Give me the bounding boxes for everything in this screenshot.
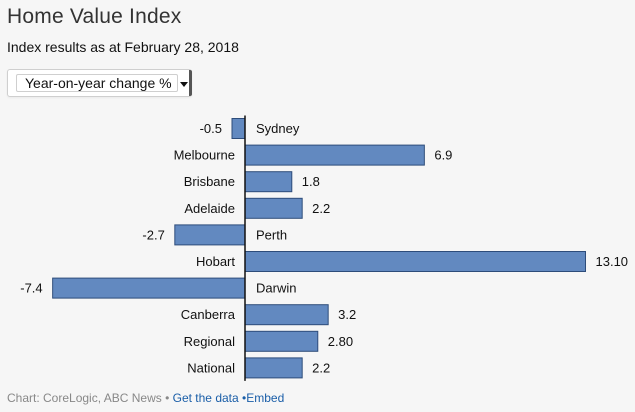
bar-adelaide <box>244 197 303 219</box>
dropdown-edge <box>189 70 192 96</box>
bar-brisbane <box>244 171 293 193</box>
chart-subtitle: Index results as at February 28, 2018 <box>7 39 239 55</box>
category-label: Perth <box>256 227 287 242</box>
value-label: 1.8 <box>302 174 320 189</box>
value-label: 6.9 <box>434 148 452 163</box>
labels-layer: Sydney -0.5 Melbourne 6.9 Brisbane 1.8 Adelaid… <box>20 121 628 375</box>
bar-regional <box>244 330 319 352</box>
footer-separator: • <box>165 391 170 405</box>
value-label: -7.4 <box>20 281 42 296</box>
category-label: Melbourne <box>174 148 235 163</box>
value-label: 3.2 <box>338 307 356 322</box>
category-label: Canberra <box>181 307 236 322</box>
bar-hobart <box>244 251 586 272</box>
measure-dropdown[interactable]: Year-on-year change % <box>7 69 192 97</box>
bar-national <box>244 357 303 379</box>
bar-canberra <box>244 304 329 326</box>
embed-link[interactable]: •Embed <box>242 391 285 405</box>
bar-melbourne <box>244 144 425 166</box>
chart-title: Home Value Index <box>7 5 182 28</box>
value-label: -0.5 <box>200 121 222 136</box>
bar-sydney <box>231 118 246 139</box>
category-label: Darwin <box>256 281 296 296</box>
category-label: National <box>187 360 235 375</box>
category-label: Brisbane <box>184 174 235 189</box>
value-label: 2.2 <box>312 360 330 375</box>
value-label: 13.10 <box>596 254 629 269</box>
category-label: Regional <box>184 334 235 349</box>
category-label: Hobart <box>196 254 235 269</box>
bar-perth <box>174 224 246 246</box>
source-credit: Chart: CoreLogic, ABC News <box>7 391 162 405</box>
category-label: Adelaide <box>184 201 235 216</box>
dropdown-arrow-icon[interactable] <box>180 82 188 87</box>
measure-dropdown-value: Year-on-year change % <box>16 74 178 92</box>
category-label: Sydney <box>256 121 300 136</box>
bar-darwin <box>52 277 246 299</box>
value-label: 2.2 <box>312 201 330 216</box>
value-label: -2.7 <box>142 227 164 242</box>
bars-layer <box>52 118 586 379</box>
value-label: 2.80 <box>328 334 353 349</box>
get-data-link[interactable]: Get the data <box>172 391 239 405</box>
chart-footer: Chart: CoreLogic, ABC News • Get the dat… <box>7 391 284 405</box>
